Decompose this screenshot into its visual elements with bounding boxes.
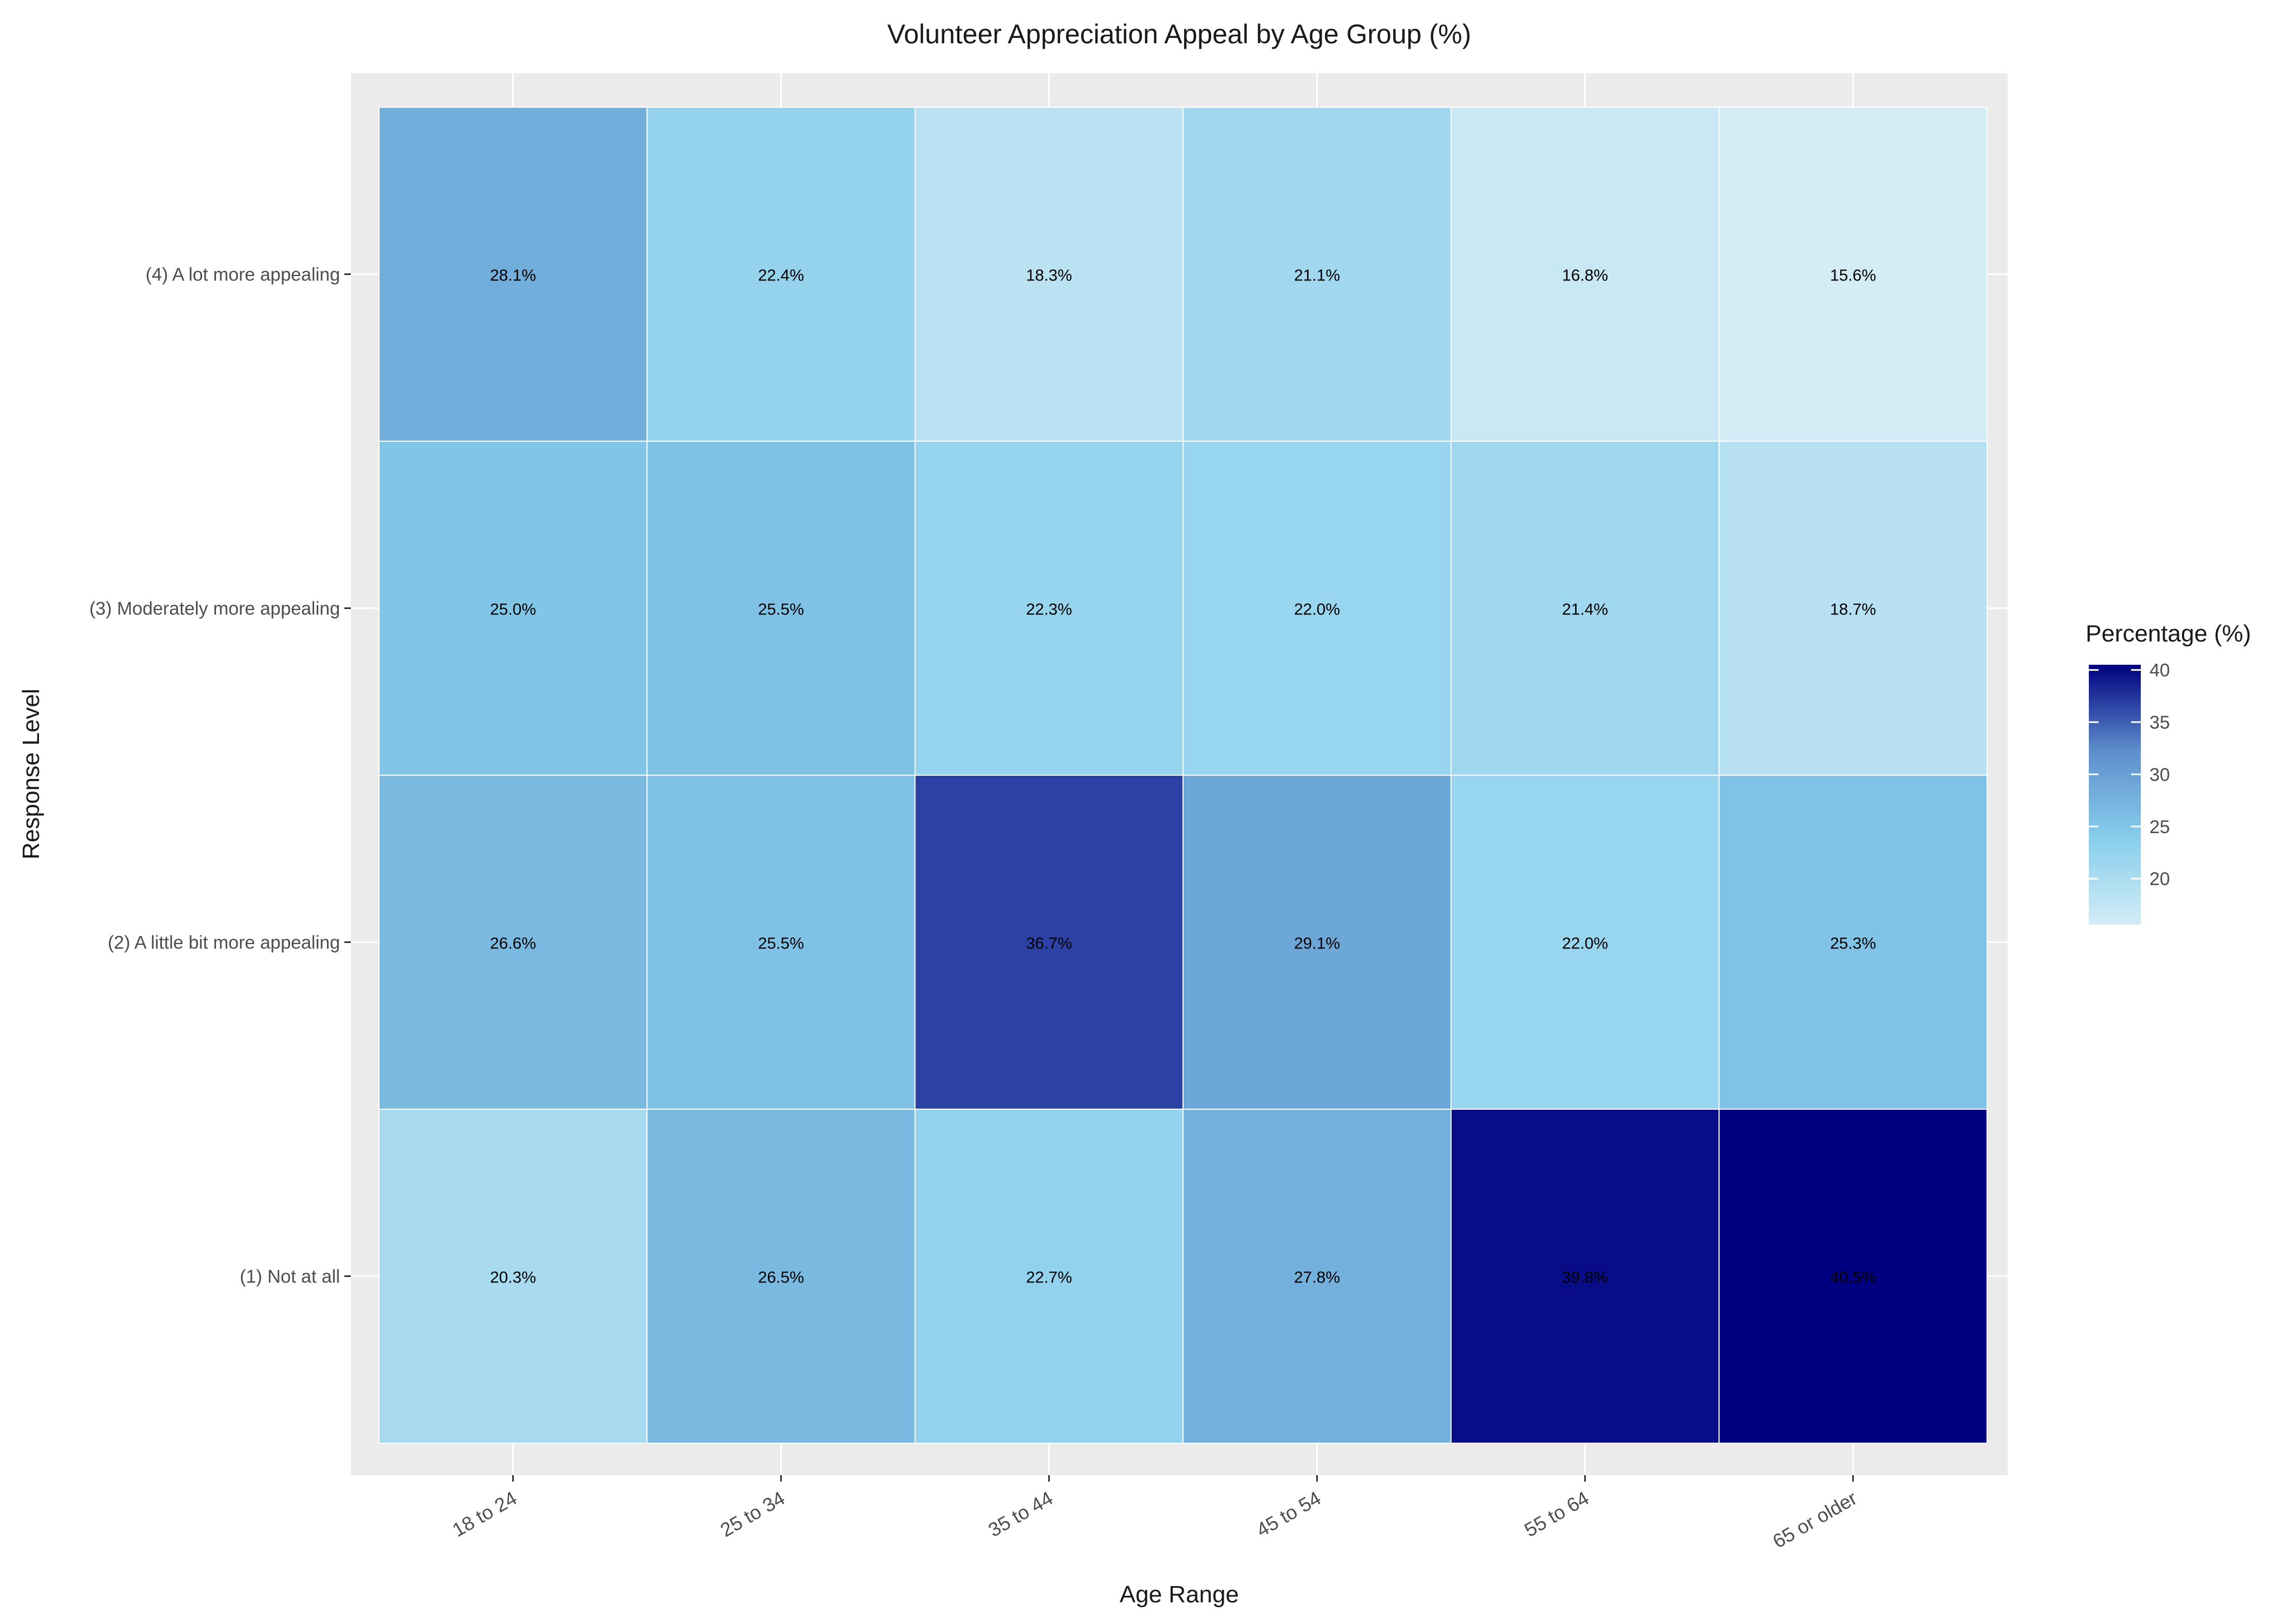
heatmap-cell <box>1718 441 1988 776</box>
chart-title: Volunteer Appreciation Appeal by Age Gro… <box>887 19 1472 49</box>
heatmap-cell <box>1450 441 1720 776</box>
heatmap-cell <box>1182 441 1452 776</box>
cell-value-label: 36.7% <box>1026 935 1072 953</box>
cell-value-label: 22.0% <box>1294 601 1340 619</box>
heatmap-cell <box>646 1109 916 1444</box>
heatmap-cell <box>1718 1109 1988 1444</box>
cell-value-label: 22.7% <box>1026 1269 1072 1287</box>
heatmap-cells <box>378 107 1988 1444</box>
cell-value-label: 21.4% <box>1562 601 1608 619</box>
heatmap-cell <box>914 1109 1184 1444</box>
heatmap-cell <box>378 441 648 776</box>
legend-tick-label: 35 <box>2149 712 2170 733</box>
legend-colorbar <box>2089 665 2141 925</box>
legend-tick-label: 40 <box>2149 660 2170 681</box>
cell-value-label: 29.1% <box>1294 935 1340 953</box>
cell-value-label: 25.5% <box>758 935 804 953</box>
heatmap-cell <box>1718 775 1988 1110</box>
y-axis: (4) A lot more appealing (3) Moderately m… <box>89 265 351 1287</box>
legend-ticks: 20 25 30 35 40 <box>2089 660 2170 889</box>
cell-labels: 28.1% 22.4% 18.3% 21.1% 16.8% 15.6% 25.0% 25.5%… <box>490 267 1876 1287</box>
heatmap-cell <box>914 107 1184 442</box>
heatmap-cell <box>378 775 648 1110</box>
heatmap-cell <box>914 775 1184 1110</box>
cell-value-label: 18.7% <box>1830 601 1876 619</box>
cell-value-label: 25.3% <box>1830 935 1876 953</box>
heatmap-cell <box>378 107 648 442</box>
cell-value-label: 28.1% <box>490 267 536 285</box>
cell-value-label: 18.3% <box>1026 267 1072 285</box>
heatmap-cell <box>1450 775 1720 1110</box>
legend-tick-label: 25 <box>2149 817 2170 837</box>
legend-tick-label: 30 <box>2149 764 2170 785</box>
color-legend: Percentage (%) 20 25 30 35 40 <box>2086 620 2251 925</box>
heatmap-cell <box>1182 1109 1452 1444</box>
heatmap-cell <box>1182 107 1452 442</box>
y-tick-label: (3) Moderately more appealing <box>89 599 340 619</box>
heatmap-cell <box>378 1109 648 1444</box>
legend-tick-label: 20 <box>2149 869 2170 889</box>
heatmap-cell <box>914 441 1184 776</box>
cell-value-label: 26.5% <box>758 1269 804 1287</box>
y-axis-title: Response Level <box>18 689 44 860</box>
heatmap-cell <box>1718 107 1988 442</box>
cell-value-label: 25.0% <box>490 601 536 619</box>
cell-value-label: 25.5% <box>758 601 804 619</box>
heatmap-cell <box>1450 107 1720 442</box>
cell-value-label: 26.6% <box>490 935 536 953</box>
cell-value-label: 39.8% <box>1562 1269 1608 1287</box>
y-tick-label: (2) A little bit more appealing <box>108 933 340 953</box>
cell-value-label: 22.3% <box>1026 601 1072 619</box>
heatmap-cell <box>1450 1109 1720 1444</box>
cell-value-label: 15.6% <box>1830 267 1876 285</box>
cell-value-label: 20.3% <box>490 1269 536 1287</box>
heatmap-cell <box>646 775 916 1110</box>
cell-value-label: 22.4% <box>758 267 804 285</box>
heatmap-cell <box>1182 775 1452 1110</box>
cell-value-label: 21.1% <box>1294 267 1340 285</box>
cell-value-label: 40.5% <box>1830 1269 1876 1287</box>
cell-value-label: 27.8% <box>1294 1269 1340 1287</box>
y-tick-label: (1) Not at all <box>240 1267 340 1287</box>
cell-value-label: 22.0% <box>1562 935 1608 953</box>
y-tick-label: (4) A lot more appealing <box>146 265 340 285</box>
x-axis-title: Age Range <box>1120 1581 1239 1608</box>
legend-title: Percentage (%) <box>2086 620 2251 647</box>
cell-value-label: 16.8% <box>1562 267 1608 285</box>
